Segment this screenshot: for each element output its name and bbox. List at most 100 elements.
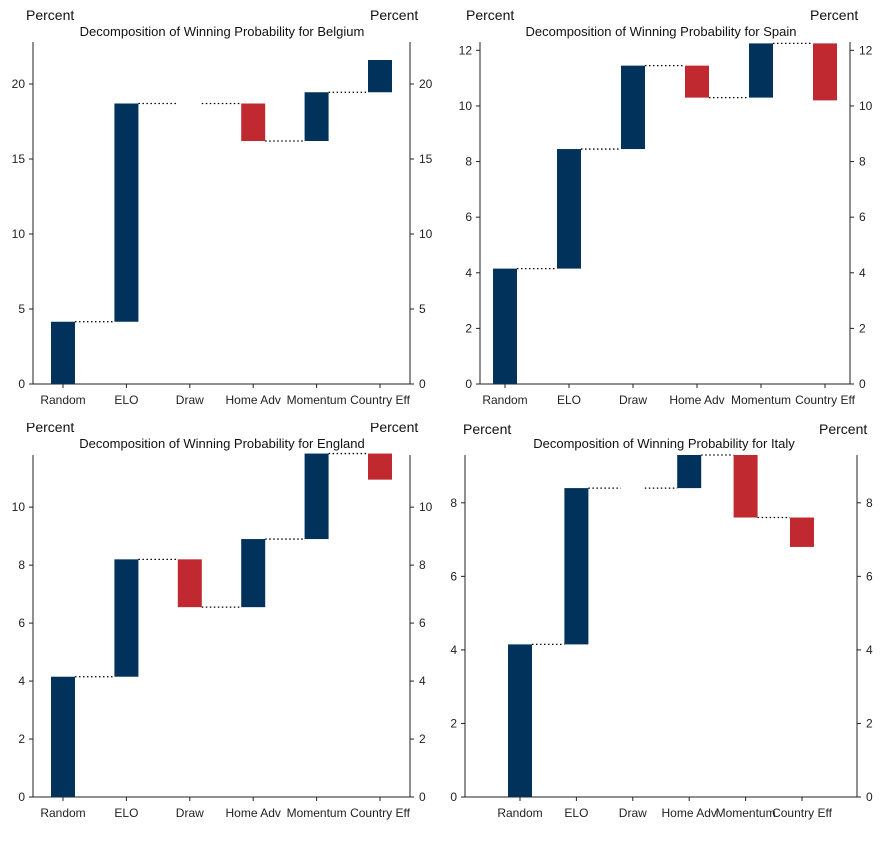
y-tick-label-right: 2 xyxy=(419,732,426,746)
waterfall-chart-2: 0 0 2 2 4 4 6 6 8 8 10 10 12 12 Percent Percent Decompos… xyxy=(459,7,873,407)
x-tick-label: Country Eff xyxy=(350,806,410,820)
x-tick-label: Draw xyxy=(619,393,647,407)
y-tick-label-left: 10 xyxy=(12,227,26,241)
bar-momentum xyxy=(749,43,773,98)
y-tick-label-right: 6 xyxy=(419,616,426,630)
y-tick-label-right: 6 xyxy=(866,569,873,583)
bar-random xyxy=(51,676,75,797)
chart-title: Decomposition of Winning Probability for… xyxy=(533,436,795,451)
y-tick-label-right: 4 xyxy=(866,643,873,657)
y-unit-label-left: Percent xyxy=(463,423,511,437)
bar-random xyxy=(508,644,532,797)
x-tick-label: ELO xyxy=(564,806,588,820)
y-tick-label-right: 15 xyxy=(419,152,433,166)
y-tick-label-right: 2 xyxy=(859,321,866,335)
chart-title: Decomposition of Winning Probability for… xyxy=(80,24,365,39)
y-tick-label-right: 5 xyxy=(419,302,426,316)
y-tick-label-right: 8 xyxy=(859,155,866,169)
bar-elo xyxy=(557,149,581,269)
x-tick-label: Country Eff xyxy=(772,806,832,820)
x-tick-label: Momentum xyxy=(287,393,347,407)
y-tick-label-right: 4 xyxy=(859,266,866,280)
chart-title: Decomposition of Winning Probability for… xyxy=(79,436,364,451)
y-tick-label-left: 2 xyxy=(465,321,472,335)
y-unit-label-left: Percent xyxy=(26,7,74,23)
bar-random xyxy=(51,321,75,384)
x-tick-label: Draw xyxy=(176,806,204,820)
x-tick-label: Home Adv xyxy=(226,806,281,820)
x-tick-label: Home Adv xyxy=(226,393,281,407)
y-tick-label-left: 6 xyxy=(465,210,472,224)
bar-country-eff xyxy=(790,517,814,547)
y-tick-label-right: 12 xyxy=(859,43,873,57)
bar-momentum xyxy=(304,92,329,141)
y-unit-label-left: Percent xyxy=(466,7,514,23)
y-tick-label-left: 20 xyxy=(12,77,26,91)
bar-draw xyxy=(177,559,202,608)
y-tick-label-right: 20 xyxy=(419,77,433,91)
y-tick-label-right: 0 xyxy=(866,790,873,804)
x-tick-label: ELO xyxy=(557,393,581,407)
bar-momentum xyxy=(304,453,329,540)
y-tick-label-left: 12 xyxy=(459,43,473,57)
x-tick-label: Random xyxy=(482,393,527,407)
y-unit-label-right: Percent xyxy=(810,7,858,23)
y-tick-label-left: 2 xyxy=(450,716,457,730)
x-tick-label: Home Adv xyxy=(662,806,717,820)
bar-country-eff xyxy=(368,60,392,93)
x-tick-label: ELO xyxy=(114,393,138,407)
x-tick-label: ELO xyxy=(114,806,138,820)
bar-momentum xyxy=(733,455,758,518)
y-tick-label-right: 4 xyxy=(419,674,426,688)
y-tick-label-left: 2 xyxy=(18,732,25,746)
bar-elo xyxy=(114,103,139,322)
bar-home-adv xyxy=(241,103,266,141)
y-tick-label-left: 4 xyxy=(450,643,457,657)
y-tick-label-right: 0 xyxy=(859,377,866,391)
y-tick-label-right: 8 xyxy=(866,496,873,510)
x-tick-label: Draw xyxy=(619,806,647,820)
y-tick-label-right: 6 xyxy=(859,210,866,224)
y-tick-label-left: 8 xyxy=(465,155,472,169)
bar-country-eff xyxy=(368,453,392,480)
y-tick-label-left: 0 xyxy=(18,790,25,804)
y-tick-label-left: 0 xyxy=(465,377,472,391)
x-tick-label: Momentum xyxy=(731,393,791,407)
x-tick-label: Home Adv xyxy=(669,393,724,407)
x-tick-label: Random xyxy=(40,393,85,407)
y-unit-label-right: Percent xyxy=(370,423,418,435)
x-tick-label: Random xyxy=(497,806,542,820)
bar-home-adv xyxy=(241,539,266,608)
y-tick-label-left: 4 xyxy=(18,674,25,688)
y-tick-label-left: 15 xyxy=(12,152,26,166)
y-tick-label-left: 8 xyxy=(18,558,25,572)
y-tick-label-left: 0 xyxy=(450,790,457,804)
y-tick-label-right: 10 xyxy=(859,99,873,113)
y-tick-label-left: 6 xyxy=(18,616,25,630)
bar-elo xyxy=(114,559,139,677)
bar-draw xyxy=(621,65,645,150)
x-tick-label: Draw xyxy=(176,393,204,407)
y-tick-label-right: 8 xyxy=(419,558,426,572)
bar-elo xyxy=(564,488,589,645)
y-tick-label-left: 10 xyxy=(12,500,26,514)
y-unit-label-right: Percent xyxy=(370,7,418,23)
y-tick-label-left: 8 xyxy=(450,496,457,510)
bar-home-adv xyxy=(685,65,709,98)
x-tick-label: Momentum xyxy=(716,806,776,820)
x-tick-label: Country Eff xyxy=(350,393,410,407)
x-tick-label: Random xyxy=(40,806,85,820)
y-tick-label-left: 5 xyxy=(18,302,25,316)
bar-country-eff xyxy=(813,43,837,101)
y-tick-label-left: 10 xyxy=(459,99,473,113)
y-tick-label-right: 2 xyxy=(866,716,873,730)
waterfall-chart-3: 0 0 2 2 4 4 6 6 8 8 10 10 Percent Percent Decompositio… xyxy=(12,423,433,820)
x-tick-label: Momentum xyxy=(287,806,347,820)
chart-title: Decomposition of Winning Probability for… xyxy=(526,24,797,39)
y-unit-label-left: Percent xyxy=(26,423,74,435)
y-tick-label-left: 4 xyxy=(465,266,472,280)
waterfall-chart-4: 0 0 2 2 4 4 6 6 8 8 Percent Percent Decomposition of… xyxy=(450,423,873,820)
y-tick-label-right: 0 xyxy=(419,790,426,804)
y-tick-label-right: 0 xyxy=(419,377,426,391)
y-tick-label-right: 10 xyxy=(419,500,433,514)
